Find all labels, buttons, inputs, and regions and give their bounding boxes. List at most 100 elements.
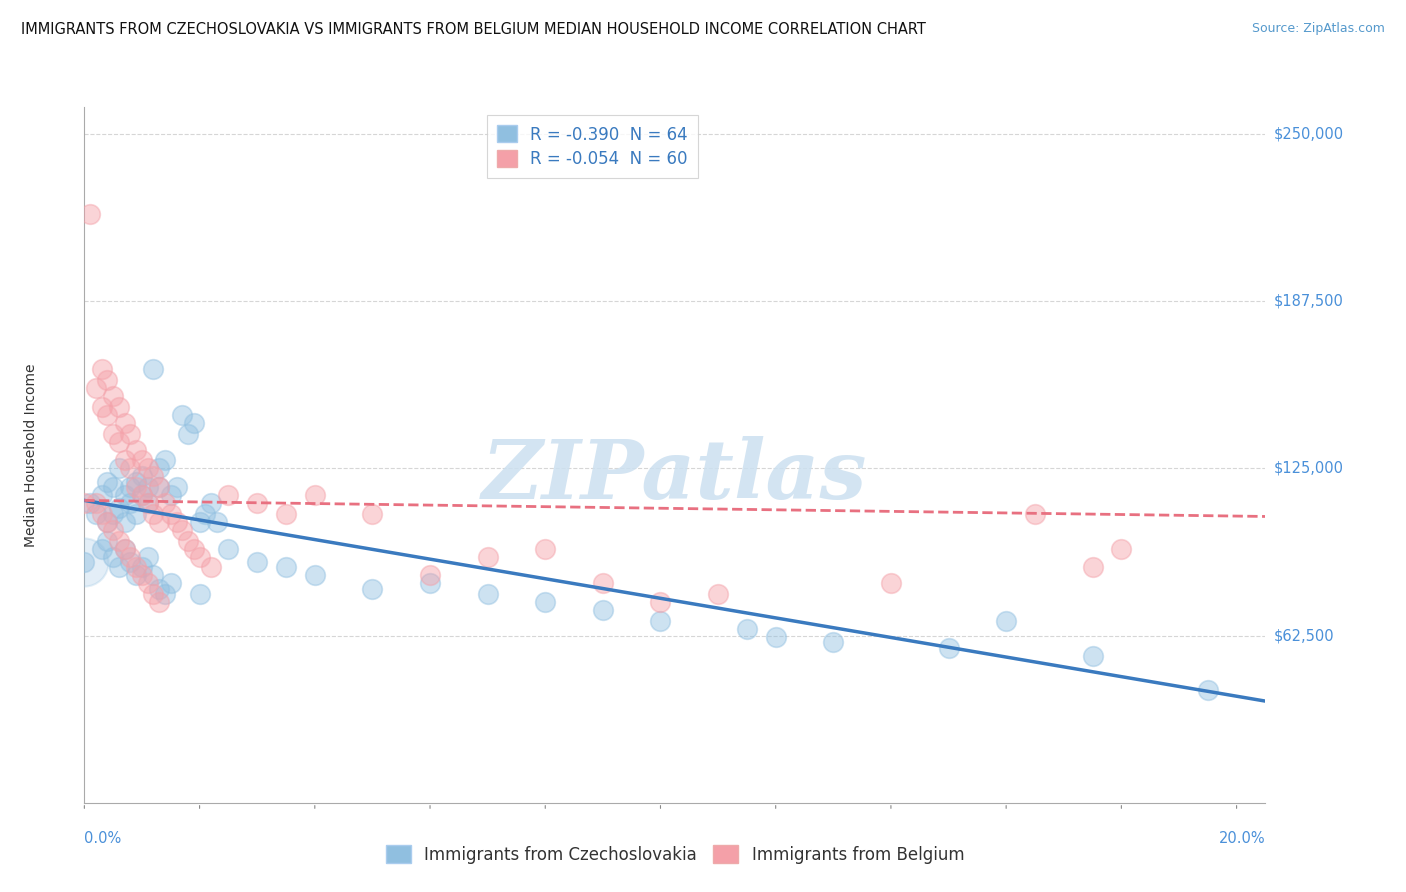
Point [79,207,101,221]
Point [194,507,217,521]
Point [148,595,170,609]
Point [120,426,142,441]
Text: $187,500: $187,500 [1274,293,1344,309]
Point [114,515,136,529]
Point [131,488,153,502]
Point [131,560,153,574]
Point [90,362,112,376]
Point [650,614,672,628]
Point [120,480,142,494]
Point [131,568,153,582]
Point [108,533,131,548]
Point [125,507,148,521]
Point [304,568,326,582]
Point [96,515,118,529]
Point [125,475,148,489]
Text: Median Household Income: Median Household Income [24,363,38,547]
Point [84,381,107,395]
Point [125,560,148,574]
Point [142,469,165,483]
Point [136,480,159,494]
Point [96,475,118,489]
Point [1197,683,1219,698]
Point [419,568,441,582]
Point [217,541,239,556]
Point [153,453,176,467]
Point [166,480,188,494]
Point [114,541,136,556]
Point [172,523,194,537]
Point [96,373,118,387]
Point [131,488,153,502]
Point [188,549,211,564]
Point [477,549,499,564]
Point [108,501,131,516]
Point [177,533,200,548]
Point [1024,507,1046,521]
Point [120,496,142,510]
Point [131,453,153,467]
Point [101,523,124,537]
Point [142,587,165,601]
Point [823,635,845,649]
Point [166,515,188,529]
Point [108,434,131,449]
Point [534,541,557,556]
Point [477,587,499,601]
Point [142,507,165,521]
Point [101,426,124,441]
Point [650,595,672,609]
Point [148,515,170,529]
Point [108,461,131,475]
Point [188,515,211,529]
Point [73,496,96,510]
Point [880,576,903,591]
Point [96,408,118,422]
Legend: R = -0.390  N = 64, R = -0.054  N = 60: R = -0.390 N = 64, R = -0.054 N = 60 [486,115,697,178]
Point [101,389,124,403]
Point [246,496,269,510]
Point [90,400,112,414]
Point [142,568,165,582]
Point [148,582,170,596]
Point [108,560,131,574]
Text: $125,000: $125,000 [1274,461,1344,475]
Point [101,549,124,564]
Point [148,480,170,494]
Legend: Immigrants from Czechoslovakia, Immigrants from Belgium: Immigrants from Czechoslovakia, Immigran… [378,838,972,871]
Point [183,416,205,430]
Point [114,453,136,467]
Point [153,587,176,601]
Point [159,488,181,502]
Text: $62,500: $62,500 [1274,628,1334,643]
Point [183,541,205,556]
Point [1111,541,1133,556]
Point [200,496,222,510]
Point [136,496,159,510]
Point [136,461,159,475]
Point [159,507,181,521]
Point [274,560,297,574]
Point [136,496,159,510]
Point [101,480,124,494]
Point [148,461,170,475]
Point [200,560,222,574]
Point [735,622,758,636]
Point [172,408,194,422]
Point [1081,560,1104,574]
Point [79,496,101,510]
Point [361,507,384,521]
Point [120,555,142,569]
Point [707,587,730,601]
Text: 0.0%: 0.0% [84,830,121,846]
Point [101,507,124,521]
Point [246,555,269,569]
Point [995,614,1018,628]
Point [120,461,142,475]
Point [114,416,136,430]
Point [96,515,118,529]
Point [90,507,112,521]
Text: 20.0%: 20.0% [1219,830,1265,846]
Point [120,549,142,564]
Point [304,488,326,502]
